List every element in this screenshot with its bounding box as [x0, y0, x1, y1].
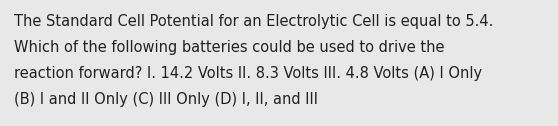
Text: Which of the following batteries could be used to drive the: Which of the following batteries could b… [14, 40, 445, 55]
Text: The Standard Cell Potential for an Electrolytic Cell is equal to 5.4.: The Standard Cell Potential for an Elect… [14, 14, 493, 29]
Text: reaction forward? I. 14.2 Volts II. 8.3 Volts III. 4.8 Volts (A) I Only: reaction forward? I. 14.2 Volts II. 8.3 … [14, 66, 482, 81]
Text: (B) I and II Only (C) III Only (D) I, II, and III: (B) I and II Only (C) III Only (D) I, II… [14, 92, 318, 107]
